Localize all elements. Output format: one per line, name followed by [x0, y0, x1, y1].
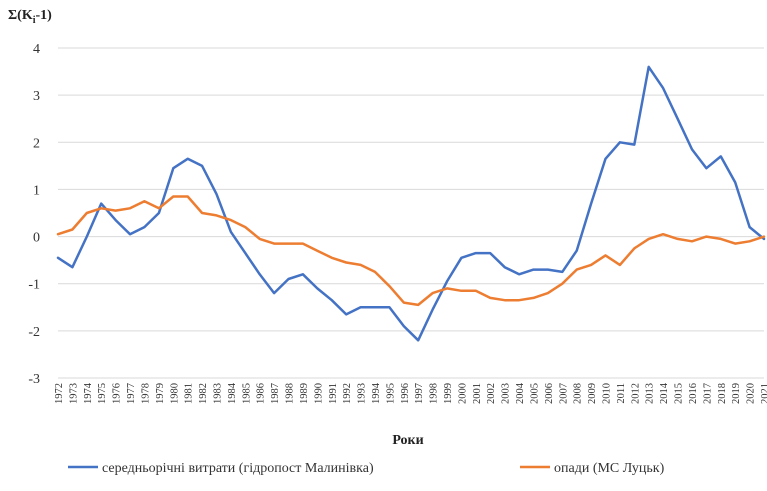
legend-label-2: опади (МС Луцьк) [554, 461, 665, 476]
x-tick-label: 1982 [198, 383, 209, 404]
x-tick-label: 1979 [155, 383, 166, 404]
x-tick-label: 1975 [97, 383, 108, 404]
x-tick-label: 2012 [630, 383, 641, 404]
y-axis-title: Σ(Ki-1) [8, 8, 52, 26]
legend-label-1: середньорічні витрати (гідропост Малинів… [102, 461, 374, 476]
x-tick-label: 2007 [558, 383, 569, 404]
x-tick-label: 2017 [702, 383, 713, 404]
y-tick-label: 2 [33, 136, 40, 151]
x-tick-label: 2003 [501, 383, 512, 404]
x-tick-label: 1998 [429, 383, 440, 404]
x-tick-label: 1977 [126, 383, 137, 404]
x-tick-label: 2002 [486, 383, 497, 404]
x-tick-label: 1994 [371, 382, 382, 404]
x-tick-label: 2021 [760, 383, 767, 404]
series-line-1 [56, 65, 766, 342]
y-tick-label: 4 [33, 42, 40, 57]
x-tick-label: 1985 [241, 383, 252, 404]
x-tick-label: 2018 [717, 383, 728, 404]
x-tick-label: 2009 [587, 383, 598, 404]
x-tick-label: 1974 [83, 382, 94, 404]
x-tick-label: 1997 [414, 383, 425, 404]
x-tick-label: 1980 [169, 383, 180, 404]
x-tick-label: 2008 [573, 383, 584, 404]
x-tick-label: 1996 [400, 383, 411, 404]
x-tick-label: 2019 [731, 383, 742, 404]
series-line-2 [56, 195, 766, 307]
y-tick-label: -1 [28, 278, 40, 293]
x-tick-label: 2005 [529, 383, 540, 404]
x-tick-label: 1986 [256, 383, 267, 404]
x-axis-title: Роки [392, 433, 423, 448]
x-tick-label: 1987 [270, 383, 281, 404]
x-tick-label: 1990 [313, 383, 324, 404]
x-tick-label: 1973 [68, 383, 79, 404]
y-tick-label: 0 [33, 231, 40, 246]
x-tick-label: 1989 [299, 383, 310, 404]
x-tick-label: 2004 [515, 382, 526, 404]
x-tick-label: 1988 [285, 383, 296, 404]
y-tick-label: 1 [33, 183, 40, 198]
x-tick-label: 2000 [457, 383, 468, 404]
x-tick-label: 2016 [688, 383, 699, 404]
x-tick-label: 2014 [659, 382, 670, 404]
x-tick-label: 2020 [746, 383, 757, 404]
x-tick-label: 1992 [342, 383, 353, 404]
x-tick-label: 2006 [544, 383, 555, 404]
y-tick-label: -2 [28, 325, 40, 340]
x-tick-label: 2013 [645, 383, 656, 404]
y-axis-title-sub: i [32, 14, 36, 26]
x-tick-label: 1995 [385, 383, 396, 404]
y-axis-title-prefix: Σ(K [8, 8, 33, 23]
x-tick-label: 2010 [602, 383, 613, 404]
x-tick-label: 1976 [112, 383, 123, 404]
x-tick-label: 1991 [328, 383, 339, 404]
x-tick-label: 1984 [227, 382, 238, 404]
y-tick-label: -3 [28, 372, 40, 387]
x-tick-label: 1981 [184, 383, 195, 404]
y-axis-title-suffix: -1) [35, 8, 52, 23]
x-tick-label: 1978 [140, 383, 151, 404]
y-tick-label: 3 [33, 89, 40, 104]
x-tick-label: 1999 [443, 383, 454, 404]
x-tick-label: 2015 [674, 383, 685, 404]
x-tick-label: 2001 [472, 383, 483, 404]
x-tick-label: 1972 [54, 383, 65, 404]
x-tick-label: 1983 [212, 383, 223, 404]
x-tick-label: 2011 [616, 383, 627, 404]
x-tick-label: 1993 [357, 383, 368, 404]
